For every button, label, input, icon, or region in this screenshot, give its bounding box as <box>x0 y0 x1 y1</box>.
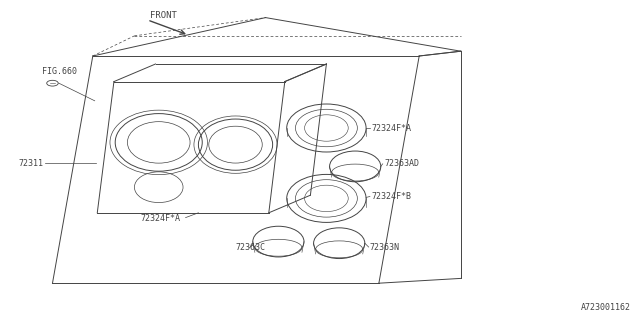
Text: 72324F*A: 72324F*A <box>141 214 181 223</box>
Text: 72311: 72311 <box>19 159 44 168</box>
Text: 72363N: 72363N <box>370 244 400 252</box>
Text: 72363AD: 72363AD <box>384 159 419 168</box>
Text: 72324F*A: 72324F*A <box>371 124 412 132</box>
Text: 72324F*B: 72324F*B <box>371 192 412 201</box>
Text: 72363C: 72363C <box>236 244 266 252</box>
Text: A723001162: A723001162 <box>580 303 630 312</box>
Text: FIG.660: FIG.660 <box>42 67 77 76</box>
Text: FRONT: FRONT <box>150 11 177 20</box>
